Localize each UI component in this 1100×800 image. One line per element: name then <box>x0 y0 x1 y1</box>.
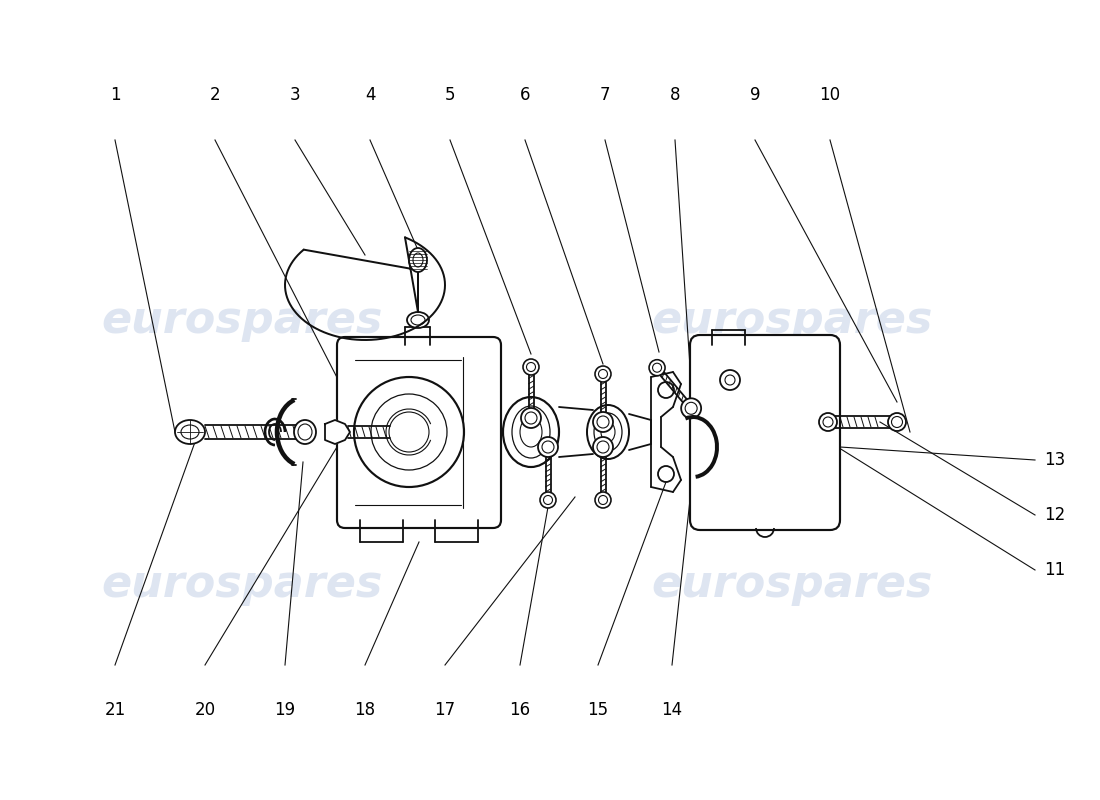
Text: 20: 20 <box>195 701 216 719</box>
Text: 15: 15 <box>587 701 608 719</box>
Ellipse shape <box>595 492 610 508</box>
Ellipse shape <box>540 492 556 508</box>
Ellipse shape <box>820 413 837 431</box>
Text: 21: 21 <box>104 701 125 719</box>
Text: 1: 1 <box>110 86 120 104</box>
Text: eurospares: eurospares <box>651 562 933 606</box>
Ellipse shape <box>175 420 205 444</box>
Ellipse shape <box>649 360 666 376</box>
Ellipse shape <box>407 312 429 328</box>
Text: eurospares: eurospares <box>651 298 933 342</box>
Text: eurospares: eurospares <box>101 562 383 606</box>
Text: 8: 8 <box>670 86 680 104</box>
Ellipse shape <box>521 408 541 428</box>
Ellipse shape <box>503 397 559 467</box>
Text: 16: 16 <box>509 701 530 719</box>
Text: 12: 12 <box>1044 506 1066 524</box>
Ellipse shape <box>409 248 427 272</box>
Polygon shape <box>324 420 350 444</box>
Ellipse shape <box>593 412 613 432</box>
Text: 9: 9 <box>750 86 760 104</box>
Text: 18: 18 <box>354 701 375 719</box>
Text: 13: 13 <box>1044 451 1066 469</box>
Ellipse shape <box>522 359 539 375</box>
Text: 14: 14 <box>661 701 683 719</box>
Text: 3: 3 <box>289 86 300 104</box>
Text: 10: 10 <box>820 86 840 104</box>
Ellipse shape <box>681 398 701 418</box>
Text: 4: 4 <box>365 86 375 104</box>
Ellipse shape <box>294 420 316 444</box>
Ellipse shape <box>595 366 610 382</box>
FancyBboxPatch shape <box>337 337 500 528</box>
Text: 5: 5 <box>444 86 455 104</box>
Ellipse shape <box>888 413 906 431</box>
Ellipse shape <box>538 437 558 457</box>
Text: 19: 19 <box>274 701 296 719</box>
Text: 7: 7 <box>600 86 610 104</box>
Ellipse shape <box>593 437 613 457</box>
Text: 2: 2 <box>210 86 220 104</box>
FancyBboxPatch shape <box>690 335 840 530</box>
Text: eurospares: eurospares <box>101 298 383 342</box>
Ellipse shape <box>587 405 629 459</box>
Text: 11: 11 <box>1044 561 1066 579</box>
Text: 17: 17 <box>434 701 455 719</box>
Text: 6: 6 <box>519 86 530 104</box>
